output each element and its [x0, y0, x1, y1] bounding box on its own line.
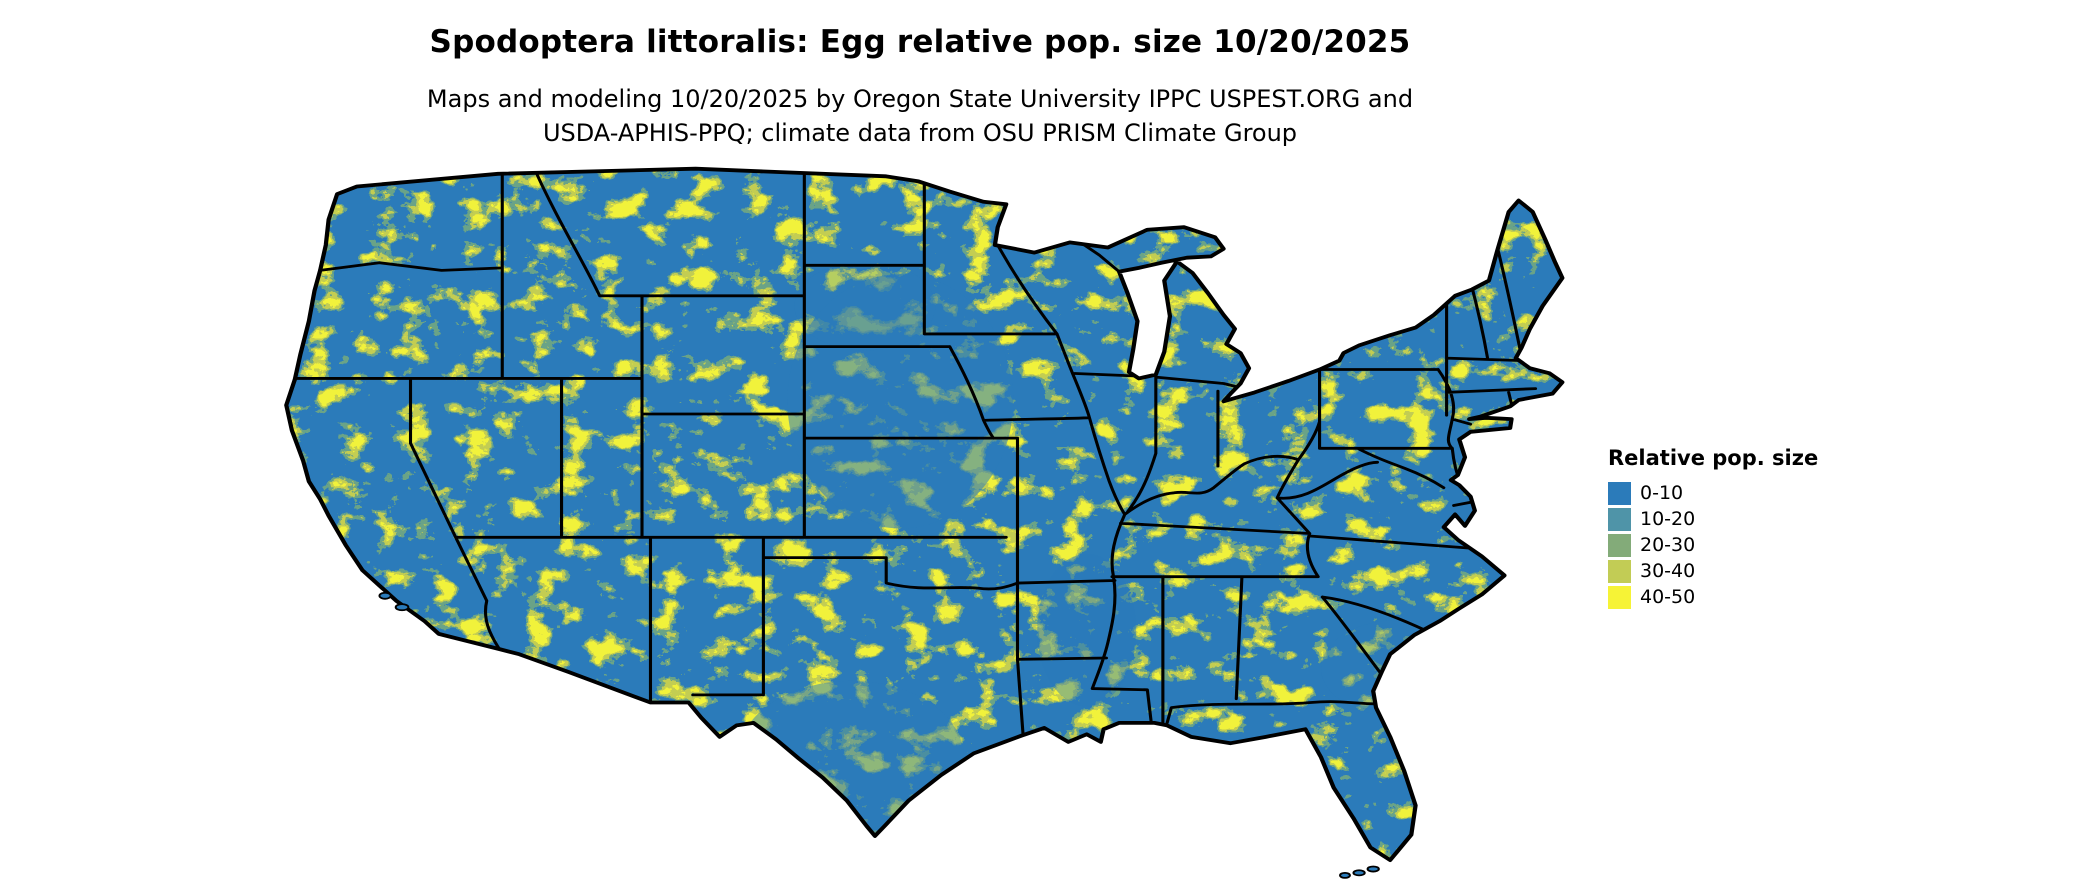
map-title-text: Spodoptera littoralis: Egg relative pop.… — [429, 24, 1411, 60]
legend-item: 40-50 — [1608, 584, 1818, 610]
legend-items: 0-10 10-20 20-30 30-40 40-50 — [1608, 480, 1818, 610]
us-map — [284, 166, 1565, 879]
legend-title: Relative pop. size — [1608, 446, 1819, 470]
legend: Relative pop. size 0-10 10-20 20-30 30-40 40… — [1608, 446, 1818, 610]
island-specks — [378, 591, 1380, 879]
legend-item-label: 40-50 — [1640, 586, 1696, 608]
page-title: Spodoptera littoralis: Egg relative pop.… — [0, 24, 1840, 60]
legend-swatch — [1608, 559, 1631, 583]
legend-swatch — [1608, 481, 1631, 505]
legend-swatch — [1608, 533, 1631, 557]
state-borders — [293, 169, 1538, 737]
subtitle-line-1: Maps and modeling 10/20/2025 by Oregon S… — [426, 85, 1414, 113]
map-subtitle: Maps and modeling 10/20/2025 by Oregon S… — [0, 82, 1840, 150]
legend-item: 0-10 — [1608, 480, 1818, 506]
us-map-figure — [275, 156, 1568, 883]
legend-item: 20-30 — [1608, 532, 1818, 558]
us-outline — [284, 166, 1565, 863]
legend-item: 10-20 — [1608, 506, 1818, 532]
subtitle-line-2: USDA-APHIS-PPQ; climate data from OSU PR… — [542, 119, 1298, 147]
legend-item-label: 0-10 — [1640, 482, 1684, 504]
legend-item-label: 30-40 — [1640, 560, 1696, 582]
legend-item: 30-40 — [1608, 558, 1818, 584]
legend-swatch — [1608, 585, 1631, 609]
legend-item-label: 10-20 — [1640, 508, 1696, 530]
legend-swatch — [1608, 507, 1631, 531]
legend-item-label: 20-30 — [1640, 534, 1696, 556]
